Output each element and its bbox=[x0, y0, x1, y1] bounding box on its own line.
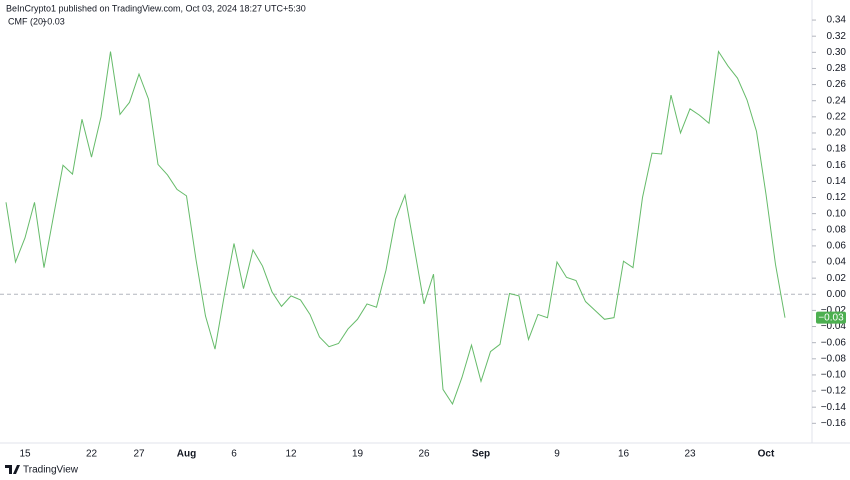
logo-icon bbox=[5, 465, 20, 474]
y-tick-label: −0.12 bbox=[821, 386, 847, 397]
y-tick-label: 0.18 bbox=[827, 144, 847, 155]
legend-name: CMF (20) bbox=[8, 16, 46, 26]
y-tick-label: 0.30 bbox=[827, 47, 847, 58]
header: BeInCrypto1 published on TradingView.com… bbox=[6, 3, 306, 13]
y-tick-label: 0.14 bbox=[827, 176, 847, 187]
last-value-badge bbox=[816, 311, 846, 324]
y-tick-label: −0.08 bbox=[821, 353, 847, 364]
y-tick-label: 0.16 bbox=[827, 160, 847, 171]
y-tick-label: 0.34 bbox=[827, 15, 847, 26]
y-tick-label: 0.12 bbox=[827, 192, 847, 203]
y-tick-label: 0.02 bbox=[827, 273, 847, 284]
line bbox=[5, 50, 786, 406]
y-tick-label: 0.28 bbox=[827, 63, 847, 74]
y-tick-label: 0.10 bbox=[827, 208, 847, 219]
y-tick-label: −0.04 bbox=[821, 321, 847, 332]
y-tick-label: 0.26 bbox=[827, 79, 847, 90]
x-tick-label: 27 bbox=[133, 449, 145, 460]
x-tick-label: 26 bbox=[418, 449, 430, 460]
legend-value: −0.03 bbox=[42, 16, 65, 26]
y-tick-label: 0.22 bbox=[827, 111, 847, 122]
y-tick-label: 0.32 bbox=[827, 31, 847, 42]
x-tick-label: 19 bbox=[352, 449, 364, 460]
x-tick-label: Aug bbox=[177, 449, 196, 460]
y-tick-label: 0.06 bbox=[827, 241, 847, 252]
y-tick-label: −0.16 bbox=[821, 418, 847, 429]
y-tick-label: 0.00 bbox=[827, 289, 847, 300]
y-tick-label: −0.14 bbox=[821, 402, 847, 413]
y-tick-label: 0.24 bbox=[827, 95, 847, 106]
y-tick-label: 0.20 bbox=[827, 128, 847, 139]
y-tick-label: −0.02 bbox=[821, 305, 847, 316]
logo: TradingView bbox=[5, 465, 79, 476]
y-tick-label: 0.04 bbox=[827, 257, 847, 268]
x-tick-label: 12 bbox=[285, 449, 297, 460]
x-tick-label: 9 bbox=[554, 449, 560, 460]
x-tick-label: 6 bbox=[231, 449, 237, 460]
x-tick-label: 22 bbox=[86, 449, 98, 460]
last-value-label: −0.03 bbox=[818, 312, 844, 323]
x-tick-label: Oct bbox=[758, 449, 775, 460]
y-tick-label: 0.08 bbox=[827, 224, 847, 235]
x-tick-label: 15 bbox=[19, 449, 31, 460]
brand: TradingView bbox=[23, 465, 79, 476]
x-tick-label: 16 bbox=[618, 449, 630, 460]
x-tick-label: 23 bbox=[684, 449, 696, 460]
x-tick-label: Sep bbox=[472, 449, 490, 460]
y-tick-label: −0.06 bbox=[821, 337, 847, 348]
y-tick-label: −0.10 bbox=[821, 370, 847, 381]
